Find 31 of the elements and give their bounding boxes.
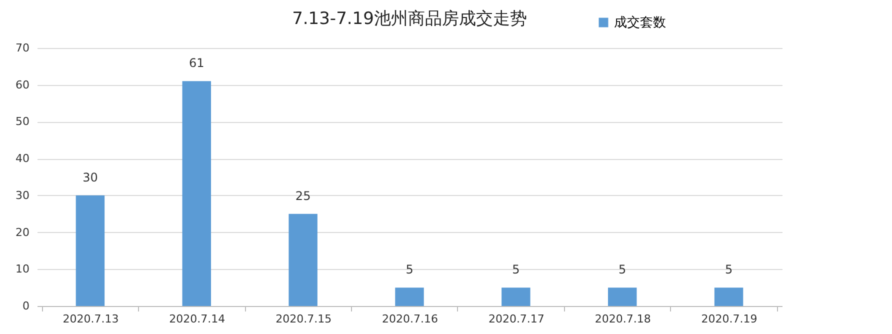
bar xyxy=(288,214,318,306)
data-label: 5 xyxy=(618,262,626,277)
bar xyxy=(608,288,637,306)
x-tick-label: 2020.7.17 xyxy=(488,312,544,326)
bar xyxy=(395,288,424,306)
x-tick-label: 2020.7.13 xyxy=(62,312,119,326)
x-tick-label: 2020.7.18 xyxy=(594,312,651,326)
y-tick-label: 0 xyxy=(22,300,30,312)
data-label: 25 xyxy=(295,188,311,203)
y-tick-label: 30 xyxy=(16,188,30,202)
data-label: 5 xyxy=(406,262,414,277)
y-tick-label: 50 xyxy=(16,115,30,128)
y-tick-label: 40 xyxy=(16,152,30,166)
data-label: 30 xyxy=(82,170,98,184)
data-label: 61 xyxy=(189,56,204,70)
x-tick-label: 2020.7.14 xyxy=(169,312,226,326)
x-tick-label: 2020.7.19 xyxy=(701,312,758,326)
data-label: 5 xyxy=(512,262,520,277)
bar xyxy=(714,288,744,306)
bar xyxy=(76,195,105,306)
x-tick-label: 2020.7.16 xyxy=(382,312,438,326)
chart-title: 7.13-7.19池州商品房成交走势 xyxy=(292,9,527,29)
x-tick-label: 2020.7.15 xyxy=(276,312,332,326)
y-tick-label: 10 xyxy=(16,262,30,276)
bar xyxy=(182,81,212,306)
legend-label: 成交套数 xyxy=(614,14,666,30)
data-label: 5 xyxy=(724,262,733,277)
y-tick-label: 20 xyxy=(16,226,30,239)
y-tick-label: 60 xyxy=(16,78,30,92)
y-tick-label: 70 xyxy=(16,42,30,54)
bar xyxy=(502,288,530,306)
